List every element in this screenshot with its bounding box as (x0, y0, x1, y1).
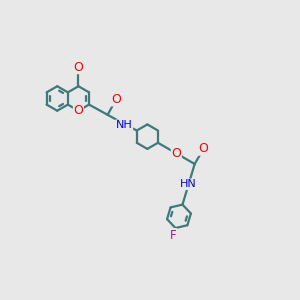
Text: O: O (171, 147, 181, 160)
Text: O: O (111, 93, 121, 106)
Text: F: F (170, 229, 177, 242)
Text: O: O (199, 142, 208, 155)
Text: O: O (74, 61, 83, 74)
Text: O: O (74, 104, 83, 117)
Text: HN: HN (180, 179, 197, 189)
Text: H: H (122, 120, 130, 130)
Text: NH: NH (116, 120, 133, 130)
